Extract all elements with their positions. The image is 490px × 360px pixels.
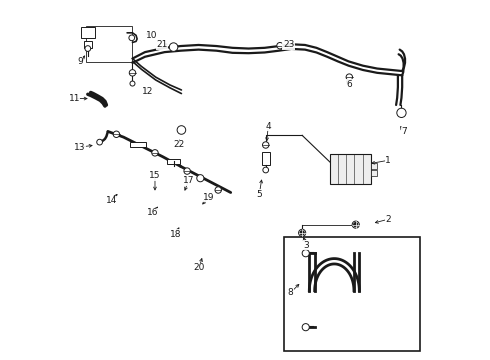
Text: 19: 19 xyxy=(203,193,214,202)
Circle shape xyxy=(298,229,306,237)
Circle shape xyxy=(177,126,186,134)
Circle shape xyxy=(346,74,352,80)
Text: 17: 17 xyxy=(183,176,195,185)
Circle shape xyxy=(215,187,221,193)
Text: 9: 9 xyxy=(77,57,83,66)
Bar xyxy=(81,27,95,38)
Text: 10: 10 xyxy=(146,31,157,40)
Text: 7: 7 xyxy=(401,127,407,136)
Text: 21: 21 xyxy=(156,40,168,49)
Bar xyxy=(86,26,132,62)
Circle shape xyxy=(113,131,120,138)
Text: 8: 8 xyxy=(288,288,294,297)
Circle shape xyxy=(263,167,269,173)
Text: 11: 11 xyxy=(69,94,80,103)
Circle shape xyxy=(129,35,135,41)
Text: 12: 12 xyxy=(142,87,153,96)
Circle shape xyxy=(302,249,309,257)
Bar xyxy=(167,159,180,164)
Text: 3: 3 xyxy=(304,240,309,249)
Circle shape xyxy=(97,139,102,145)
Circle shape xyxy=(277,42,283,49)
Text: 13: 13 xyxy=(74,143,86,152)
Circle shape xyxy=(130,81,135,86)
Circle shape xyxy=(300,231,304,235)
Circle shape xyxy=(129,69,136,76)
Circle shape xyxy=(169,43,178,51)
Text: 18: 18 xyxy=(170,230,181,239)
Circle shape xyxy=(85,46,91,51)
Bar xyxy=(284,237,420,351)
Text: 23: 23 xyxy=(283,40,294,49)
Circle shape xyxy=(354,222,358,227)
Bar xyxy=(262,152,270,165)
Circle shape xyxy=(263,142,269,148)
Text: 5: 5 xyxy=(256,190,262,199)
Circle shape xyxy=(197,175,204,182)
Bar xyxy=(130,141,146,147)
Text: 6: 6 xyxy=(346,80,352,89)
Text: 2: 2 xyxy=(385,215,391,224)
Text: 1: 1 xyxy=(385,156,391,165)
Circle shape xyxy=(397,108,406,117)
Circle shape xyxy=(152,150,158,156)
Circle shape xyxy=(352,221,359,228)
Text: 16: 16 xyxy=(147,208,159,217)
Bar xyxy=(371,163,377,168)
Text: 4: 4 xyxy=(266,122,271,131)
Text: 22: 22 xyxy=(173,140,185,149)
Circle shape xyxy=(302,324,309,331)
Text: 15: 15 xyxy=(149,171,161,180)
Circle shape xyxy=(184,168,190,174)
Text: 20: 20 xyxy=(194,263,205,272)
Bar xyxy=(371,170,377,176)
Text: 14: 14 xyxy=(106,196,118,205)
Bar xyxy=(84,41,92,48)
Bar xyxy=(330,154,371,184)
